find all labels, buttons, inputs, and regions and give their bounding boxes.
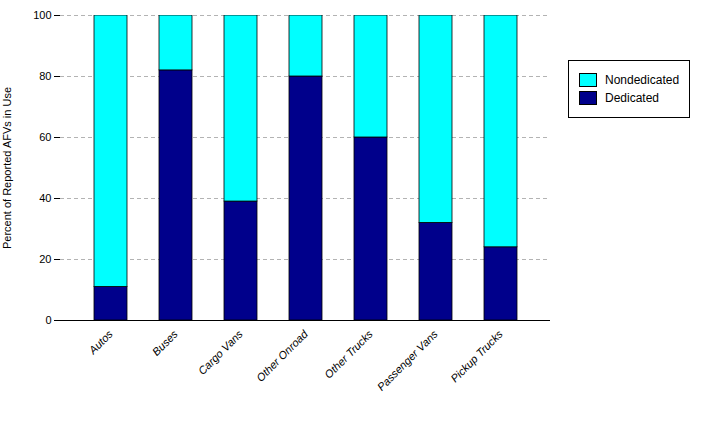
svg-text:80: 80 <box>39 70 51 82</box>
svg-text:Percent of Reported AFVs in Us: Percent of Reported AFVs in Use <box>1 87 13 249</box>
svg-text:100: 100 <box>33 9 51 21</box>
svg-text:Buses: Buses <box>150 327 180 357</box>
svg-text:Cargo Vans: Cargo Vans <box>196 327 246 377</box>
svg-text:40: 40 <box>39 192 51 204</box>
html-text:Dedicated: Dedicated <box>605 91 659 105</box>
svg-text:0: 0 <box>45 314 51 326</box>
svg-text:20: 20 <box>39 253 51 265</box>
svg-text:60: 60 <box>39 131 51 143</box>
svg-text:Pickup Trucks: Pickup Trucks <box>448 327 505 384</box>
svg-text:Autos: Autos <box>86 327 115 356</box>
svg-text:Other Onroad: Other Onroad <box>254 327 311 384</box>
svg-text:Other Trucks: Other Trucks <box>322 327 375 380</box>
svg-text:Passenger Vans: Passenger Vans <box>375 327 441 393</box>
html-text:Nondedicated: Nondedicated <box>605 73 680 87</box>
